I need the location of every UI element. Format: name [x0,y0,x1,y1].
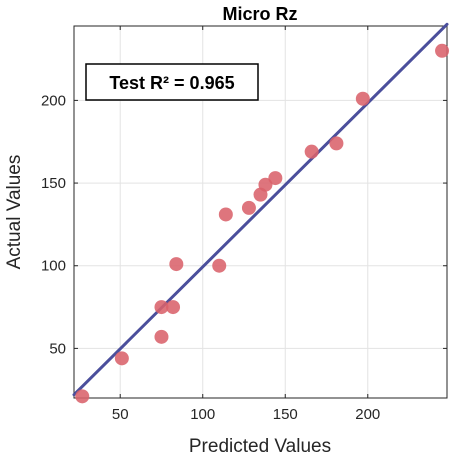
chart-title: Micro Rz [222,4,297,24]
data-point [268,171,283,186]
data-point [258,177,273,192]
data-point [304,144,319,159]
data-point [212,258,227,273]
data-point [355,91,370,106]
annotation-box: Test R² = 0.965 [85,63,259,101]
data-point [435,43,450,58]
y-tick-label: 150 [41,175,66,192]
data-point [329,136,344,151]
x-tick-label: 200 [355,406,380,423]
y-axis-title: Actual Values [4,155,25,270]
annotation-text: Test R² = 0.965 [109,73,234,93]
data-point [114,351,129,366]
data-point [241,200,256,215]
data-point [154,329,169,344]
data-point [154,300,169,315]
x-tick-label: 100 [190,406,215,423]
data-point [169,257,184,272]
x-axis-title: Predicted Values [189,436,331,457]
y-tick-label: 200 [41,92,66,109]
x-tick-label: 150 [273,406,298,423]
data-points [75,43,450,404]
y-tick-label: 100 [41,258,66,275]
data-point [218,207,233,222]
axis-ticks: 50 100 150 200 50 100 150 200 [41,26,447,423]
y-tick-label: 50 [49,340,66,357]
data-point [75,389,90,404]
plot-frame [73,25,448,399]
data-point [166,300,181,315]
fit-line [72,22,449,397]
x-tick-label: 50 [112,406,129,423]
